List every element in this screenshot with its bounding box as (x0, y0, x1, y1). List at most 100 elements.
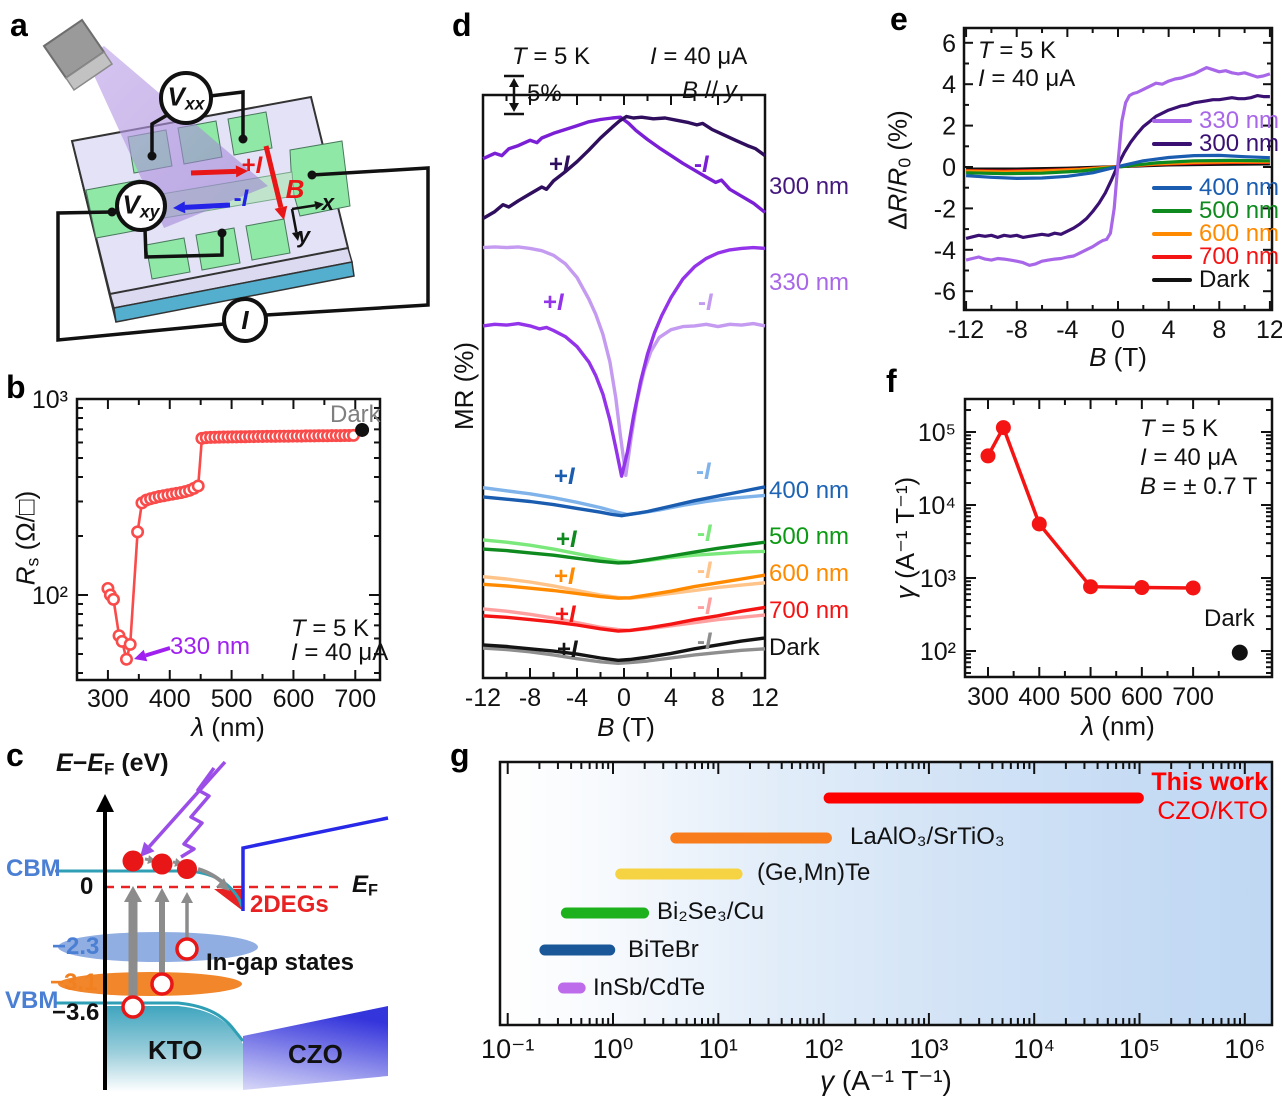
2degs-label: 2DEGs (250, 891, 329, 918)
kto-band-fill (105, 1006, 243, 1092)
panel-f-gamma-vs-wavelength-plot: 300 400 500 600 700 10² 10³ 10⁴ 10⁵ (917, 397, 1274, 711)
wavelength-label-600 nm: 600 nm (769, 560, 850, 587)
tick-label: 400 (1018, 683, 1060, 711)
holes (121, 937, 199, 1019)
tick-label: 10² (804, 1034, 843, 1064)
legend-label: 400 nm (1199, 174, 1280, 201)
panel-e-dr-r0-plot: -12 -8 -4 0 4 8 12 6 4 2 0 -2 -4 -6 (934, 26, 1282, 344)
panel-letter-b: b (6, 369, 26, 405)
ingap-state-blue-ellipse (58, 932, 258, 962)
tick-label: 2 (942, 113, 956, 141)
electron-hop-arrow-1 (144, 855, 156, 864)
dark-data-point (1231, 644, 1248, 661)
tick-label: 300 (967, 683, 1009, 711)
tick-label: 300 (87, 685, 129, 713)
energy-2p3-label: −2.3 (52, 933, 100, 960)
excitation-arrow-3p1 (154, 888, 170, 975)
legend-label: Dark (1199, 266, 1250, 293)
minusI-label-700 nm: -I (697, 593, 712, 620)
gamma-range-bar-(Ge,Mn)Te (615, 868, 743, 880)
tick-label: 10³ (909, 1034, 948, 1064)
mr-curve-minusI-400 nm (482, 486, 766, 517)
dr-curve-300 nm (965, 94, 1270, 240)
tick-label: 600 (273, 685, 315, 713)
plusI-label-300 nm: +I (549, 151, 570, 178)
rs-data-point (191, 479, 205, 493)
panel-letter-e: e (890, 1, 908, 37)
bar-label-BiTeBr: BiTeBr (628, 936, 699, 963)
kto-label: KTO (148, 1035, 203, 1065)
panel-b-dark-annotation: Dark (330, 401, 381, 428)
minusI-label-400 nm: -I (696, 458, 711, 485)
tick-label: 10⁰ (593, 1034, 634, 1064)
mr-curve-plusI-400 nm (482, 485, 766, 518)
tick-label: 10² (920, 638, 956, 666)
legend-line-icon (1152, 209, 1192, 213)
vxy-meter-circle (115, 180, 167, 232)
tick-label: -8 (519, 684, 541, 712)
tick-label: -4 (1056, 316, 1078, 344)
panel-b-temperature-annotation: T = 5 K (291, 615, 370, 642)
vbm-label: VBM (5, 987, 59, 1014)
light-source-tip (64, 50, 114, 92)
electron-to-2deg-arrow (197, 867, 230, 891)
legend-line-icon (1152, 186, 1192, 190)
gamma-data-point (1185, 580, 1201, 596)
panel-b-rs-vs-wavelength-plot: 300 400 500 600 700 10² 10³ (32, 386, 382, 713)
five-percent-scalebar (504, 74, 524, 116)
panel-f-dark-annotation: Dark (1204, 605, 1255, 632)
panel-f-field-annotation: B = ± 0.7 T (1140, 473, 1258, 500)
panel-a-arrows (173, 145, 324, 241)
photon-arrow (140, 760, 227, 857)
panel-f-temperature-annotation: T = 5 K (1140, 415, 1219, 442)
legend-label: 330 nm (1199, 107, 1280, 134)
plus-current-arrow (190, 165, 248, 178)
tick-label: -6 (934, 278, 956, 306)
coordinate-y-arrow (290, 208, 301, 241)
tick-label: 4 (942, 71, 956, 99)
plusI-label-400 nm: +I (554, 463, 575, 490)
cbm-label: CBM (6, 855, 61, 882)
ingap-states-label: In-gap states (206, 949, 355, 976)
plus-current-label: +I (241, 152, 263, 180)
min-rs-pointer-arrow (134, 646, 171, 662)
rs-data-point (123, 637, 137, 651)
legend-item-330 nm: 330 nm (1152, 107, 1280, 134)
tick-label: 600 (1121, 683, 1163, 711)
tick-label: 10⁵ (1119, 1034, 1160, 1064)
rs-data-point (131, 525, 145, 539)
vbm-line (55, 1001, 245, 1042)
panel-letter-d: d (452, 7, 472, 43)
panel-d-xlabel: B (T) (597, 711, 655, 742)
mr-curve-plusI-300 nm (482, 114, 767, 220)
tick-label: 6 (942, 30, 956, 58)
energy-3p1-label: −3.1 (50, 969, 98, 996)
legend-line-icon (1152, 232, 1192, 236)
mr-curve-plusI-330 nm (482, 245, 766, 478)
legend-item-700 nm: 700 nm (1152, 243, 1279, 270)
gamma-range-bar-Bi₂Se₃/Cu (560, 907, 650, 919)
tick-label: 8 (1212, 316, 1226, 344)
wavelength-label-700 nm: 700 nm (769, 597, 850, 624)
dark-data-point (355, 422, 370, 437)
mr-curve-minusI-330 nm (482, 245, 766, 478)
pad-bottom-1 (145, 237, 191, 280)
mr-curve-plusI-Dark (482, 636, 766, 662)
tick-label: 10⁵ (918, 419, 956, 447)
gamma-data-point (980, 448, 996, 464)
panel-b-330nm-annotation: 330 nm (170, 633, 251, 660)
excitation-arrow-2p3 (181, 892, 193, 940)
arrow (509, 95, 519, 112)
plusI-label-Dark: +I (557, 636, 578, 663)
mr-curve-minusI-300 nm (482, 115, 767, 214)
panel-d-field-direction-annotation: B // y (682, 77, 737, 104)
panel-e-ylabel: ΔR/R0 (%) (882, 110, 915, 230)
panel-g-xlabel: γ (A⁻¹ T⁻¹) (820, 1064, 952, 1096)
legend-item-Dark: Dark (1152, 266, 1279, 293)
minusI-label-600 nm: -I (697, 557, 712, 584)
panel-b-xlabel: λ (nm) (191, 711, 265, 742)
minusI-label-300 nm: -I (694, 151, 709, 178)
tick-label: 10⁴ (1013, 1034, 1055, 1064)
